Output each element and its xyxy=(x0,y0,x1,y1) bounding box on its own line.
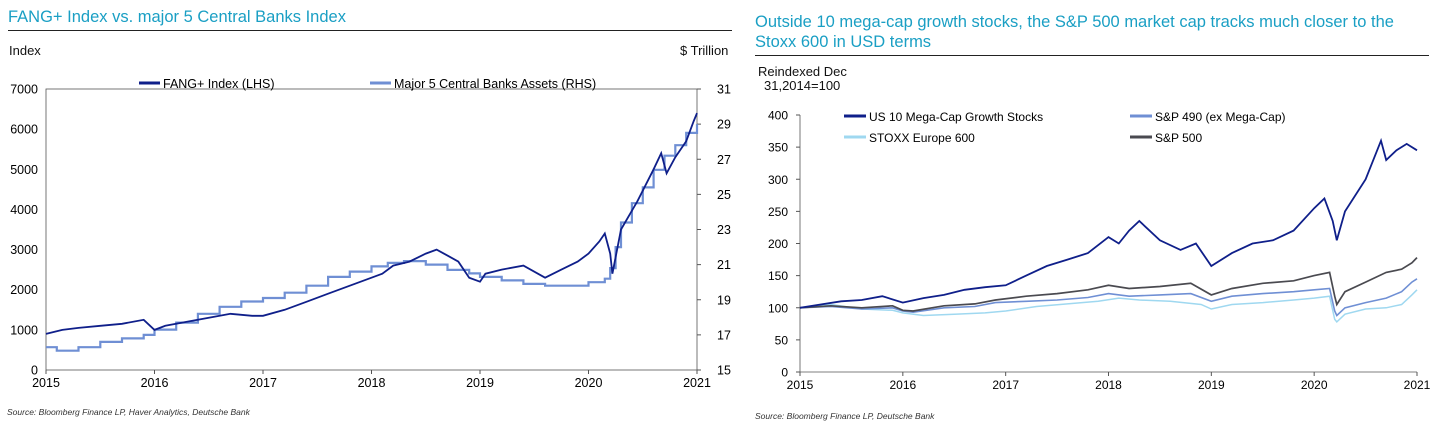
y-right-tick-label: 15 xyxy=(717,364,731,378)
y-tick-label: 400 xyxy=(768,109,788,123)
x-tick-label: 2020 xyxy=(575,376,603,390)
x-tick-label: 2017 xyxy=(992,378,1019,392)
y-axis-title-line-2: 31,2014=100 xyxy=(764,78,841,93)
legend-label-fang: FANG+ Index (LHS) xyxy=(163,77,275,91)
series-line-fang xyxy=(45,112,698,335)
y-left-tick-label: 7000 xyxy=(10,83,38,97)
series-line-mega xyxy=(799,137,1418,309)
y-left-tick-label: 3000 xyxy=(10,243,38,257)
x-tick-label: 2018 xyxy=(1095,378,1122,392)
right-chart-panel: Outside 10 mega-cap growth stocks, the S… xyxy=(748,0,1436,422)
y-tick-label: 200 xyxy=(768,237,788,251)
y-left-tick-label: 1000 xyxy=(10,323,38,337)
right-chart-source: Source: Bloomberg Finance LP, Deutsche B… xyxy=(755,411,935,421)
left-chart-source: Source: Bloomberg Finance LP, Haver Anal… xyxy=(7,407,250,417)
y-axis-title-line-1: Reindexed Dec xyxy=(758,64,847,79)
x-tick-label: 2015 xyxy=(787,378,814,392)
y-left-tick-label: 6000 xyxy=(10,123,38,137)
right-axis-title: $ Trillion xyxy=(680,43,729,58)
legend-label-sp500: S&P 500 xyxy=(1155,131,1202,145)
x-tick-label: 2020 xyxy=(1301,378,1328,392)
left-plot-frame xyxy=(45,88,698,371)
x-tick-label: 2016 xyxy=(889,378,916,392)
x-tick-label: 2021 xyxy=(1404,378,1431,392)
right-chart-plot: 2015 2016 2017 2018 2019 2020 2021 0 50 100 150 200… xyxy=(768,109,1431,393)
right-chart-title: Outside 10 mega-cap growth stocks, the S… xyxy=(755,13,1394,51)
right-title-rule xyxy=(755,55,1429,56)
y-right-tick-label: 29 xyxy=(717,118,731,132)
y-left-tick-label: 0 xyxy=(31,364,38,378)
y-right-tick-label: 21 xyxy=(717,258,731,272)
x-tick-label: 2015 xyxy=(32,376,60,390)
y-tick-label: 350 xyxy=(768,141,788,155)
y-right-tick-label: 25 xyxy=(717,188,731,202)
series-line-sp500 xyxy=(799,257,1418,312)
y-left-tick-label: 4000 xyxy=(10,203,38,217)
y-left-tick-label: 2000 xyxy=(10,283,38,297)
y-tick-label: 300 xyxy=(768,173,788,187)
y-right-tick-label: 27 xyxy=(717,153,731,167)
left-chart-legend: FANG+ Index (LHS) Major 5 Central Banks … xyxy=(139,77,596,91)
legend-label-mega: US 10 Mega-Cap Growth Stocks xyxy=(869,110,1043,124)
right-y-axis-title: Reindexed Dec 31,2014=100 xyxy=(758,65,847,93)
series-line-stoxx xyxy=(799,289,1418,323)
x-tick-label: 2021 xyxy=(683,376,711,390)
y-right-tick-label: 17 xyxy=(717,328,731,342)
y-tick-label: 250 xyxy=(768,205,788,219)
y-left-tick-label: 5000 xyxy=(10,163,38,177)
right-chart-legend: US 10 Mega-Cap Growth Stocks S&P 490 (ex… xyxy=(844,110,1286,145)
left-chart-plot: 2015 2016 2017 2018 2019 2020 2021 0 1000 2000 300… xyxy=(10,77,731,390)
series-line-sp490 xyxy=(799,278,1418,317)
y-tick-label: 100 xyxy=(768,301,788,315)
y-right-tick-label: 19 xyxy=(717,293,731,307)
legend-label-stoxx: STOXX Europe 600 xyxy=(869,131,975,145)
left-chart-panel: FANG+ Index vs. major 5 Central Banks In… xyxy=(7,8,732,417)
y-tick-label: 150 xyxy=(768,269,788,283)
legend-label-cb: Major 5 Central Banks Assets (RHS) xyxy=(394,77,596,91)
x-tick-label: 2017 xyxy=(249,376,277,390)
left-title-rule xyxy=(8,30,732,31)
x-tick-label: 2019 xyxy=(466,376,494,390)
x-tick-label: 2018 xyxy=(358,376,386,390)
y-right-tick-label: 23 xyxy=(717,223,731,237)
y-right-tick-label: 31 xyxy=(717,83,731,97)
series-line-central-banks xyxy=(46,124,699,352)
left-chart-title: FANG+ Index vs. major 5 Central Banks In… xyxy=(8,8,346,26)
y-tick-label: 0 xyxy=(781,366,788,380)
y-tick-label: 50 xyxy=(775,333,789,347)
x-tick-label: 2019 xyxy=(1198,378,1225,392)
legend-label-sp490: S&P 490 (ex Mega-Cap) xyxy=(1155,110,1286,124)
left-axis-title: Index xyxy=(9,43,41,58)
x-tick-label: 2016 xyxy=(141,376,169,390)
